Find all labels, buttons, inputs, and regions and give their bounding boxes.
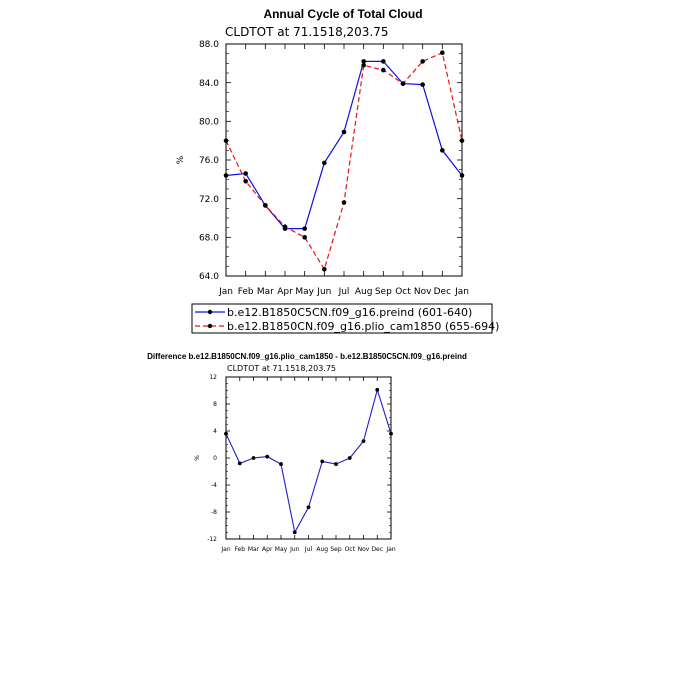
y-tick-label: 0 [213,455,217,462]
top-chart-subtitle: CLDTOT at 71.1518,203.75 [225,25,389,39]
x-tick-label: Jan [385,546,395,553]
series-2-point [322,266,327,272]
plot-frame [225,376,392,540]
x-tick-label: Dec [434,287,451,297]
series-2-point [223,138,229,143]
series-1-point [361,439,366,444]
series-2-point [400,81,406,86]
y-tick-label: 64.0 [199,272,219,282]
y-tick-label: -12 [207,536,217,543]
series-1-point [361,59,366,64]
x-tick-label: Jan [218,287,233,297]
x-tick-label: Nov [414,287,432,297]
bottom-chart-subtitle: CLDTOT at 71.1518,203.75 [227,364,336,373]
x-tick-label: Dec [371,546,383,553]
series-2-point [381,67,386,73]
y-tick-label: 68.0 [199,233,219,243]
y-tick-label: 8 [213,401,217,408]
top-chart-title: Annual Cycle of Total Cloud [263,7,422,21]
series-line-2 [225,51,463,271]
series-2-point [302,235,307,240]
x-tick-label: Mar [248,546,260,553]
legend-label-series-2: b.e12.B1850CN.f09_g16.plio_cam1850 (655-… [227,320,499,333]
y-tick-label: 80.0 [199,117,219,127]
series-1-point [347,456,352,460]
legend-label-series-1: b.e12.B1850C5CN.f09_g16.preind (601-640) [227,306,472,319]
x-tick-label: Sep [330,546,342,553]
series-line-1 [225,387,392,534]
series-1-point [341,129,347,135]
series-1-point [292,530,297,535]
y-tick-label: 4 [213,428,217,435]
series-1-point [237,461,242,466]
legend-marker-series-1 [207,309,213,315]
series-2-point [263,203,268,208]
series-1-point [420,82,425,87]
series-2-point [440,50,445,55]
series-1-point [251,456,256,460]
series-2-point [282,224,288,229]
series-1-point [243,171,248,176]
y-tick-label: -8 [211,509,217,516]
series-1-point [459,173,465,178]
bottom-chart: Difference b.e12.B1850CN.f09_g16.plio_ca… [147,352,467,553]
series-1-point [389,431,393,436]
x-tick-label: Apr [277,287,293,297]
x-tick-label: Jul [304,546,313,553]
series-1-point [306,505,311,510]
bottom-chart-ylabel: % [194,455,201,461]
series-1-point [320,459,325,464]
x-tick-label: Aug [355,287,373,297]
x-tick-label: Jul [338,287,350,297]
y-tick-label: 76.0 [199,156,219,166]
series-1-point [224,431,228,436]
x-tick-label: Jan [454,287,469,297]
y-tick-label: 84.0 [199,79,219,89]
y-tick-label: 72.0 [199,195,219,205]
x-tick-label: Oct [345,546,356,553]
y-tick-label: 12 [209,374,217,381]
x-tick-label: Jun [316,287,331,297]
x-tick-label: Mar [257,287,274,297]
series-1-point [279,462,283,466]
series-1-point [334,462,338,466]
series-2-point [341,200,347,205]
bottom-chart-title: Difference b.e12.B1850CN.f09_g16.plio_ca… [147,352,467,361]
y-tick-label: -4 [211,482,217,489]
series-1-point [223,173,229,178]
x-tick-label: Feb [234,546,245,553]
x-tick-label: Sep [375,287,392,297]
x-tick-label: Jun [289,546,300,553]
x-tick-label: Feb [238,287,254,297]
x-tick-label: Nov [358,546,370,553]
x-tick-label: Jan [220,546,230,553]
series-2-point [420,59,425,64]
series-2-point [243,178,248,184]
top-chart-ylabel: % [176,155,186,164]
legend-box [191,303,493,334]
series-1-point [302,226,307,231]
x-tick-label: Oct [395,287,411,297]
x-tick-label: Apr [262,546,273,553]
y-tick-label: 88.0 [199,40,219,50]
series-2-point [459,138,465,143]
series-1-point [322,160,327,166]
series-1-point [265,454,270,459]
series-2-point [361,62,366,68]
plot-frame [225,43,463,277]
series-1-point [381,59,386,64]
series-1-point [440,148,445,153]
x-tick-label: May [295,287,314,297]
top-chart: Annual Cycle of Total Cloud CLDTOT at 71… [176,7,499,334]
legend-marker-series-2 [207,323,213,329]
series-1-point [375,387,380,392]
x-tick-label: May [275,546,288,553]
x-tick-label: Aug [316,546,328,553]
